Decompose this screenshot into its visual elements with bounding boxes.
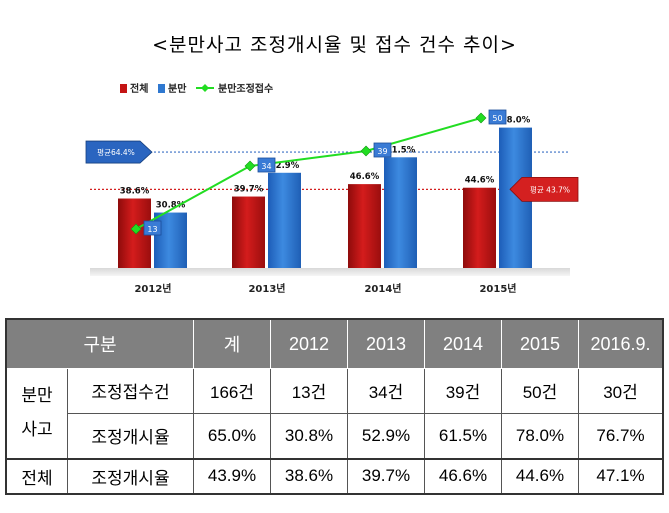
table-header-cell: 2012 <box>270 318 348 369</box>
table-row: 전체 조정개시율 43.9% 38.6% 39.7% 46.6% 44.6% 4… <box>5 457 664 495</box>
table-header-cell: 구분 <box>5 318 194 369</box>
bar-delivery <box>268 172 301 268</box>
bar-total <box>232 196 265 268</box>
table-cell: 30건 <box>578 368 664 414</box>
table-cell: 39.7% <box>347 457 425 495</box>
x-tick-label: 2012년 <box>134 282 171 295</box>
row-label: 조정개시율 <box>67 412 194 460</box>
table-header-cell: 2013 <box>347 318 425 369</box>
chart-area: 38.6% 39.7% 46.6% 44.6% 30.8% 52.9% 61.5% 78.0%… <box>85 82 579 295</box>
table-header-cell: 2014 <box>424 318 502 369</box>
table-cell: 38.6% <box>270 457 348 495</box>
data-table: 구분 계 2012 2013 2014 2015 2016.9. 분만 사고 조… <box>5 318 664 495</box>
table-row: 조정개시율 65.0% 30.8% 52.9% 61.5% 78.0% 76.7… <box>6 412 664 460</box>
legend-label: 전체 <box>130 82 148 95</box>
table-cell: 30.8% <box>270 412 348 460</box>
table-cell: 13건 <box>270 368 348 414</box>
legend-label: 분만조정접수 <box>218 82 273 95</box>
line-label-box <box>373 142 392 158</box>
table-cell: 46.6% <box>424 457 502 495</box>
data-label: 30.8% <box>156 201 186 211</box>
table-cell: 52.9% <box>347 412 425 460</box>
chart-floor <box>90 268 570 276</box>
x-tick-label: 2013년 <box>248 282 285 295</box>
table-cell: 61.5% <box>424 412 502 460</box>
line-label-box <box>257 157 276 173</box>
average-label: 평균 43.7% <box>530 184 570 194</box>
average-badge-total <box>509 176 579 202</box>
legend-swatch <box>120 84 127 93</box>
bar-total <box>463 187 496 268</box>
table-header-cell: 2015 <box>501 318 579 369</box>
row-label: 조정접수건 <box>67 368 194 414</box>
line-data-label: 39 <box>377 147 387 156</box>
table-cell: 76.7% <box>578 412 664 460</box>
average-label: 평균64.4% <box>97 147 135 157</box>
row-group-label: 전체 <box>5 457 68 495</box>
x-tick-label: 2014년 <box>364 282 401 295</box>
chart-title: <분만사고 조정개시율 및 접수 건수 추이> <box>152 34 517 56</box>
data-label: 52.9% <box>270 161 300 171</box>
line-point <box>360 145 372 157</box>
data-label: 78.0% <box>501 116 531 126</box>
legend-swatch <box>158 84 165 93</box>
line-data-label: 34 <box>261 162 271 171</box>
data-label: 39.7% <box>234 185 264 195</box>
line-label-box <box>488 109 507 125</box>
bar-delivery <box>384 157 417 268</box>
line-point <box>244 160 256 172</box>
table-cell: 47.1% <box>578 457 664 495</box>
data-label: 38.6% <box>120 187 150 197</box>
table-header-row: 구분 계 2012 2013 2014 2015 2016.9. <box>5 318 664 369</box>
line-point <box>475 112 487 124</box>
table-row: 분만 사고 조정접수건 166건 13건 34건 39건 50건 30건 <box>5 367 664 460</box>
data-label: 44.6% <box>465 176 495 186</box>
legend-marker <box>201 84 209 92</box>
table-cell: 65.0% <box>193 412 271 460</box>
table-cell: 44.6% <box>501 457 579 495</box>
data-label: 61.5% <box>386 145 416 155</box>
table-cell: 166건 <box>193 368 271 414</box>
bar-total <box>348 184 381 268</box>
line-label-box <box>143 220 162 236</box>
table-cell: 43.9% <box>193 457 271 495</box>
line-delivery-mediation <box>135 117 482 230</box>
row-label: 조정개시율 <box>67 457 194 495</box>
line-data-label: 13 <box>147 225 157 234</box>
row-group-label: 분만 사고 <box>5 367 68 460</box>
table-header-cell: 계 <box>193 318 271 369</box>
table-cell: 50건 <box>501 368 579 414</box>
table-header-cell: 2016.9. <box>578 318 664 369</box>
x-tick-label: 2015년 <box>479 282 516 295</box>
data-label: 46.6% <box>350 172 380 182</box>
table-cell: 34건 <box>347 368 425 414</box>
average-badge-delivery <box>85 140 153 164</box>
line-point <box>130 223 142 235</box>
legend-label: 분만 <box>168 82 187 95</box>
table-cell: 39건 <box>424 368 502 414</box>
table-cell: 78.0% <box>501 412 579 460</box>
line-data-label: 50 <box>492 114 502 123</box>
